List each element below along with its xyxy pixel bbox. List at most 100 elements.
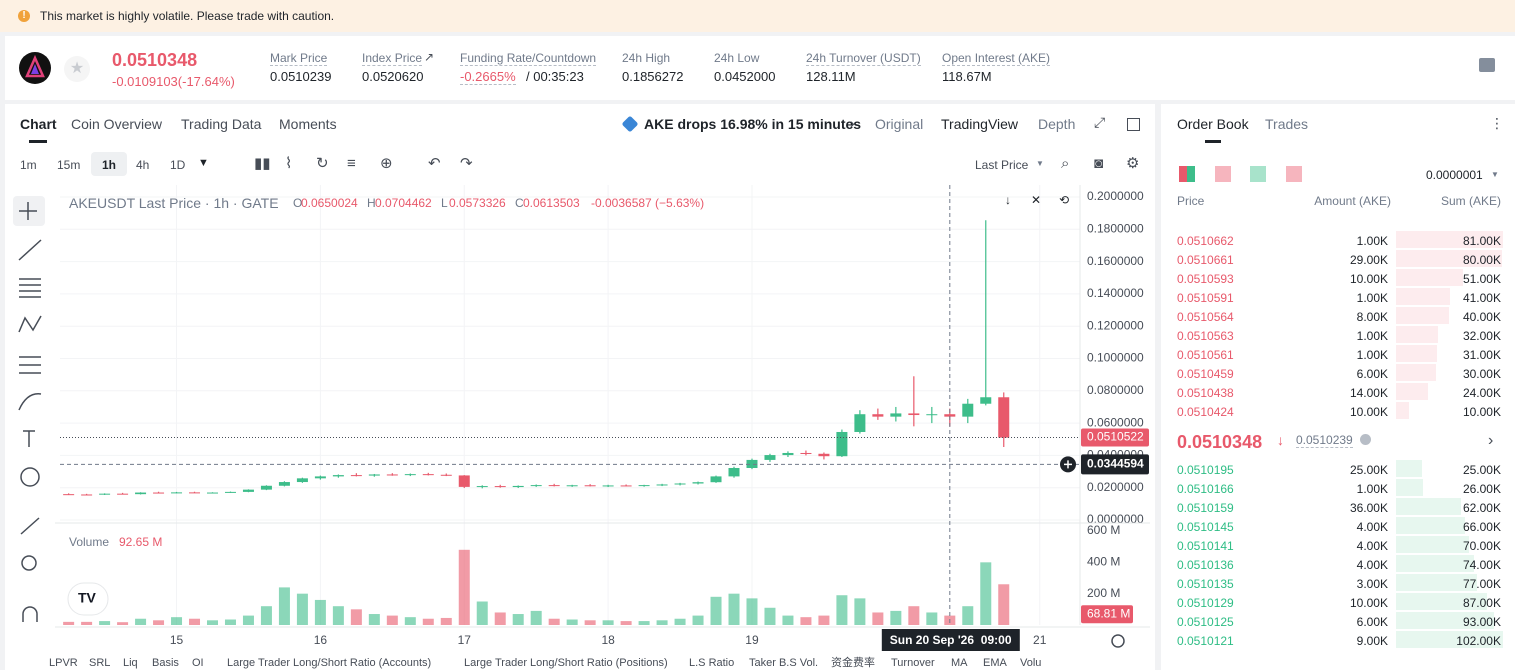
fullscreen-icon: ⤢ bbox=[1094, 114, 1106, 130]
brush-tool[interactable] bbox=[18, 393, 42, 411]
interval-button[interactable]: 4h bbox=[136, 158, 150, 172]
x-tick-label: 16 bbox=[314, 633, 328, 647]
indicator-tab[interactable]: Volu bbox=[1020, 657, 1042, 669]
y-tick-label: 0.1600000 bbox=[1087, 254, 1144, 268]
volume-bar bbox=[818, 615, 830, 625]
depth-bar bbox=[1396, 288, 1451, 305]
volume-bar bbox=[99, 621, 111, 625]
candle-body bbox=[548, 485, 560, 487]
y-tick-label: 0.0600000 bbox=[1087, 415, 1144, 429]
magnet-tool[interactable] bbox=[22, 606, 38, 622]
text-tool[interactable] bbox=[23, 430, 35, 447]
interval-button[interactable]: 1D bbox=[170, 158, 186, 172]
book-sum: 10.00K bbox=[1462, 405, 1501, 419]
volume-bar bbox=[782, 615, 794, 625]
projection-tool[interactable] bbox=[19, 356, 41, 374]
book-mode-asks[interactable] bbox=[1215, 166, 1231, 182]
precision-select[interactable]: 0.0000001 bbox=[1426, 168, 1483, 182]
book-amount: 29.00K bbox=[1349, 253, 1388, 267]
candle-body bbox=[692, 482, 704, 484]
stat-label: Funding Rate/Countdown bbox=[460, 51, 597, 66]
candle-body bbox=[224, 491, 236, 493]
candle-body bbox=[206, 492, 218, 494]
indicator-tab[interactable]: Liq bbox=[123, 657, 138, 669]
indicator-tab[interactable]: MA bbox=[951, 657, 968, 669]
stat-label: 24h Low bbox=[714, 51, 760, 65]
chart-tab[interactable]: Chart bbox=[20, 116, 57, 132]
crosshair-tool[interactable] bbox=[19, 202, 37, 220]
volume-bar bbox=[458, 549, 470, 625]
candle-body bbox=[386, 474, 398, 476]
book-mode-bids[interactable] bbox=[1250, 166, 1266, 182]
toolbar-icon: ⌇ bbox=[285, 155, 293, 172]
book-sum: 41.00K bbox=[1462, 291, 1501, 305]
indicator-tab[interactable]: L.S Ratio bbox=[689, 657, 735, 669]
indicator-tab[interactable]: Taker B.S Vol. bbox=[749, 657, 819, 669]
depth-bar bbox=[1396, 383, 1428, 400]
trendline-tool[interactable] bbox=[18, 239, 42, 261]
book-tab[interactable]: Trades bbox=[1265, 116, 1309, 132]
interval-button[interactable]: 1h bbox=[102, 158, 117, 172]
candle-body bbox=[944, 414, 956, 417]
volume-bar bbox=[422, 618, 434, 625]
book-price: 0.0510159 bbox=[1177, 501, 1234, 515]
chart-tab[interactable]: Moments bbox=[279, 116, 337, 132]
candle-body bbox=[764, 455, 776, 460]
book-price: 0.0510563 bbox=[1177, 329, 1234, 343]
book-price: 0.0510125 bbox=[1177, 615, 1234, 629]
warning-icon: ! bbox=[18, 10, 30, 22]
indicator-tab[interactable]: OI bbox=[192, 657, 204, 669]
indicator-tab[interactable]: SRL bbox=[89, 657, 111, 669]
book-price: 0.0510129 bbox=[1177, 596, 1234, 610]
indicator-tab[interactable]: LPVR bbox=[49, 657, 78, 669]
price-type-select[interactable]: Last Price bbox=[975, 158, 1029, 172]
indicator-tab[interactable]: 资金费率 bbox=[831, 657, 875, 669]
stat-value: 0.0520620 bbox=[362, 69, 424, 84]
book-mode-both[interactable] bbox=[1179, 166, 1195, 182]
book-sum: 31.00K bbox=[1462, 348, 1501, 362]
emoji-tool[interactable] bbox=[20, 467, 40, 487]
book-mode-alt[interactable] bbox=[1286, 166, 1302, 182]
candle-body bbox=[99, 493, 111, 495]
view-tab[interactable]: Original bbox=[875, 116, 924, 132]
external-link-icon: ↗ bbox=[424, 50, 435, 64]
stat-label: 24h Turnover (USDT) bbox=[806, 51, 921, 66]
candle-body bbox=[620, 485, 632, 487]
precision-caret: ▼ bbox=[1491, 170, 1499, 179]
interval-dropdown: ▼ bbox=[198, 157, 209, 169]
indicator-tab[interactable]: Turnover bbox=[891, 657, 935, 669]
candle-body bbox=[476, 486, 488, 488]
pattern-tool[interactable] bbox=[18, 315, 42, 333]
favorite-star[interactable]: ★ bbox=[64, 56, 90, 82]
toolbar-icon: ⊕ bbox=[380, 155, 393, 172]
chart-settings[interactable] bbox=[1111, 634, 1125, 648]
fib-tool[interactable] bbox=[19, 278, 41, 298]
depth-bar bbox=[1396, 631, 1503, 648]
interval-button[interactable]: 1m bbox=[20, 158, 37, 172]
zoom-tool[interactable] bbox=[21, 555, 37, 571]
candle-body bbox=[350, 475, 362, 477]
depth-bar bbox=[1396, 402, 1410, 419]
chart-tab[interactable]: Coin Overview bbox=[71, 116, 163, 132]
view-tab[interactable]: TradingView bbox=[941, 116, 1019, 132]
crosshair-time: 09:00 bbox=[981, 633, 1012, 647]
indicator-tab[interactable]: Large Trader Long/Short Ratio (Positions… bbox=[464, 657, 668, 669]
candle-body bbox=[818, 453, 830, 457]
ruler-tool[interactable] bbox=[20, 517, 40, 535]
volume-tick-label: 600 M bbox=[1087, 523, 1120, 537]
chart-tab[interactable]: Trading Data bbox=[181, 116, 262, 132]
news-headline[interactable]: AKE drops 16.98% in 15 minutes bbox=[644, 116, 862, 132]
indicator-tab[interactable]: Large Trader Long/Short Ratio (Accounts) bbox=[227, 657, 432, 669]
chart-button: ✕ bbox=[1030, 193, 1042, 207]
interval-button[interactable]: 15m bbox=[57, 158, 81, 172]
volume-bar bbox=[854, 598, 866, 625]
candle-body bbox=[332, 475, 344, 477]
indicator-tab[interactable]: EMA bbox=[983, 657, 1007, 669]
y-tick-label: 0.1800000 bbox=[1087, 221, 1144, 235]
candle-body bbox=[260, 485, 272, 490]
header-icon[interactable] bbox=[1479, 58, 1495, 72]
view-tab[interactable]: Depth bbox=[1038, 116, 1076, 132]
candle-body bbox=[422, 474, 434, 476]
indicator-tab[interactable]: Basis bbox=[152, 657, 179, 669]
book-tab[interactable]: Order Book bbox=[1177, 116, 1249, 132]
